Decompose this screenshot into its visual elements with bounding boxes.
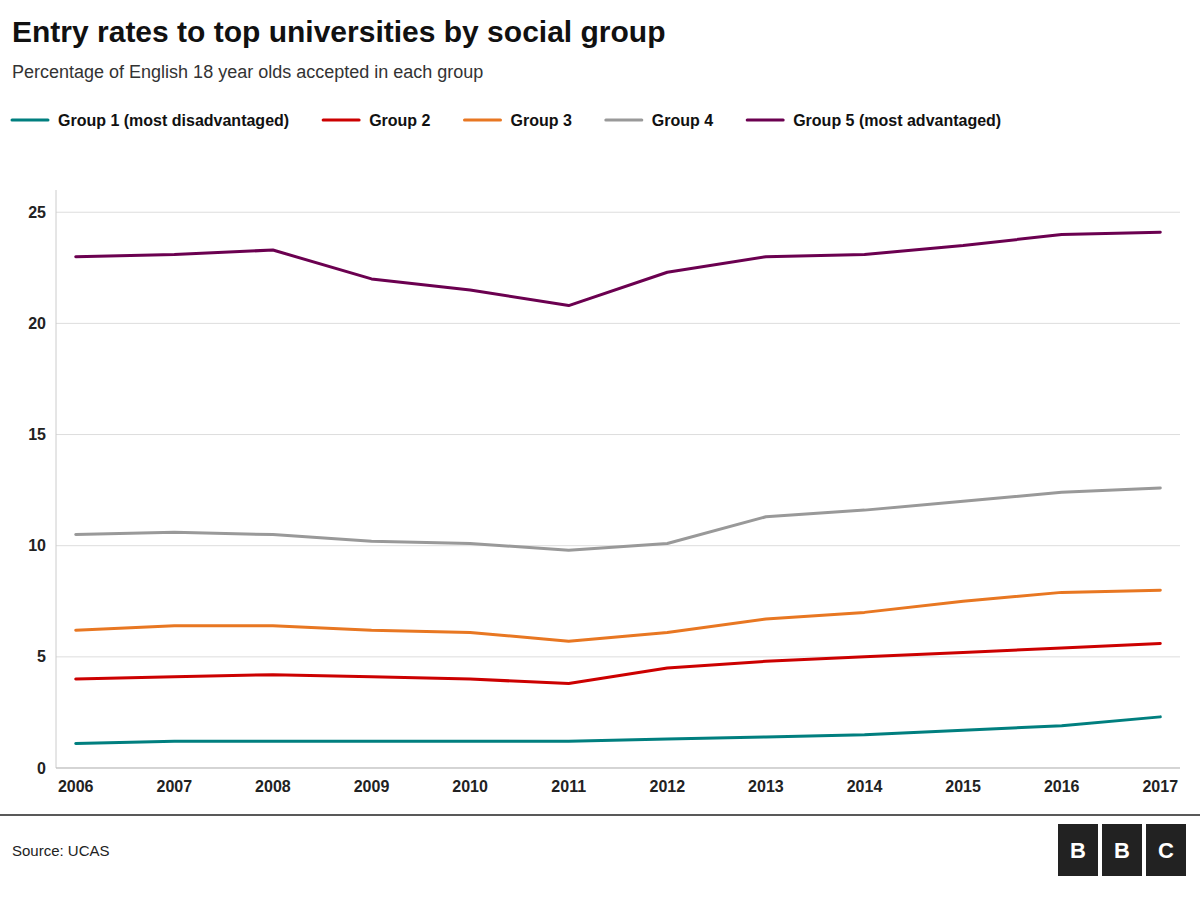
x-tick-label: 2008 [255, 778, 291, 795]
legend-item: Group 3 [464, 112, 571, 129]
x-tick-label: 2011 [551, 778, 586, 795]
x-tick-label: 2014 [847, 778, 883, 795]
x-tick-label: 2006 [58, 778, 94, 795]
x-tick-label: 2016 [1044, 778, 1080, 795]
logo-letter: C [1158, 838, 1174, 863]
y-tick-label: 20 [28, 315, 46, 332]
legend-swatch [606, 119, 642, 122]
x-tick-label: 2013 [748, 778, 784, 795]
series-line [76, 488, 1161, 550]
series-group [76, 232, 1161, 743]
logo-text: BBC [1070, 838, 1174, 863]
y-tick-label: 25 [28, 204, 46, 221]
legend-item: Group 5 (most advantaged) [747, 112, 1001, 129]
logo-letter: B [1070, 838, 1086, 863]
subtitle: Percentage of English 18 year olds accep… [12, 62, 483, 82]
source: Source: UCAS [12, 842, 110, 859]
logo-letter: B [1114, 838, 1130, 863]
y-axis-line [56, 190, 57, 768]
series-line [76, 232, 1161, 305]
grid-line [56, 656, 1180, 657]
footer-separator [0, 814, 1200, 816]
legend-label: Group 3 [510, 112, 571, 129]
grid-line [56, 768, 1180, 769]
x-tick-label: 2010 [452, 778, 488, 795]
legend-item: Group 2 [323, 112, 430, 129]
grid [56, 212, 1180, 768]
logo-box [1146, 824, 1186, 876]
x-tick-label: 2015 [945, 778, 981, 795]
chart: Entry rates to top universities by socia… [0, 0, 1200, 898]
legend-swatch [323, 119, 359, 122]
series-line [76, 644, 1161, 684]
axes: 0 5 10 15 20 25 2006 2007 2008 2009 2010 2011 2012 20… [28, 190, 1180, 795]
legend-swatch [747, 119, 783, 122]
legend-label: Group 5 (most advantaged) [793, 112, 1001, 129]
legend: Group 1 (most disadvantaged) Group 2 Group… [12, 112, 1001, 129]
logo-box [1102, 824, 1142, 876]
logo: BBC [1058, 824, 1186, 876]
logo-box [1058, 824, 1098, 876]
grid-line [56, 434, 1180, 435]
y-tick-label: 5 [37, 648, 46, 665]
grid-line [56, 323, 1180, 324]
legend-label: Group 1 (most disadvantaged) [58, 112, 289, 129]
x-tick-label: 2012 [650, 778, 686, 795]
y-tick-label: 0 [37, 760, 46, 777]
y-tick-label: 10 [28, 537, 46, 554]
x-axis-line [56, 768, 1180, 769]
background [0, 0, 1200, 898]
grid-line [56, 212, 1180, 213]
y-tick-label: 15 [28, 426, 46, 443]
title: Entry rates to top universities by socia… [12, 15, 665, 48]
legend-swatch [464, 119, 500, 122]
x-tick-label: 2007 [157, 778, 193, 795]
legend-label: Group 2 [369, 112, 430, 129]
legend-item: Group 1 (most disadvantaged) [12, 112, 289, 129]
series-line [76, 590, 1161, 641]
legend-swatch [12, 119, 48, 122]
x-tick-label: 2017 [1142, 778, 1178, 795]
legend-item: Group 4 [606, 112, 713, 129]
legend-label: Group 4 [652, 112, 713, 129]
x-tick-label: 2009 [354, 778, 390, 795]
series-line [76, 717, 1161, 744]
